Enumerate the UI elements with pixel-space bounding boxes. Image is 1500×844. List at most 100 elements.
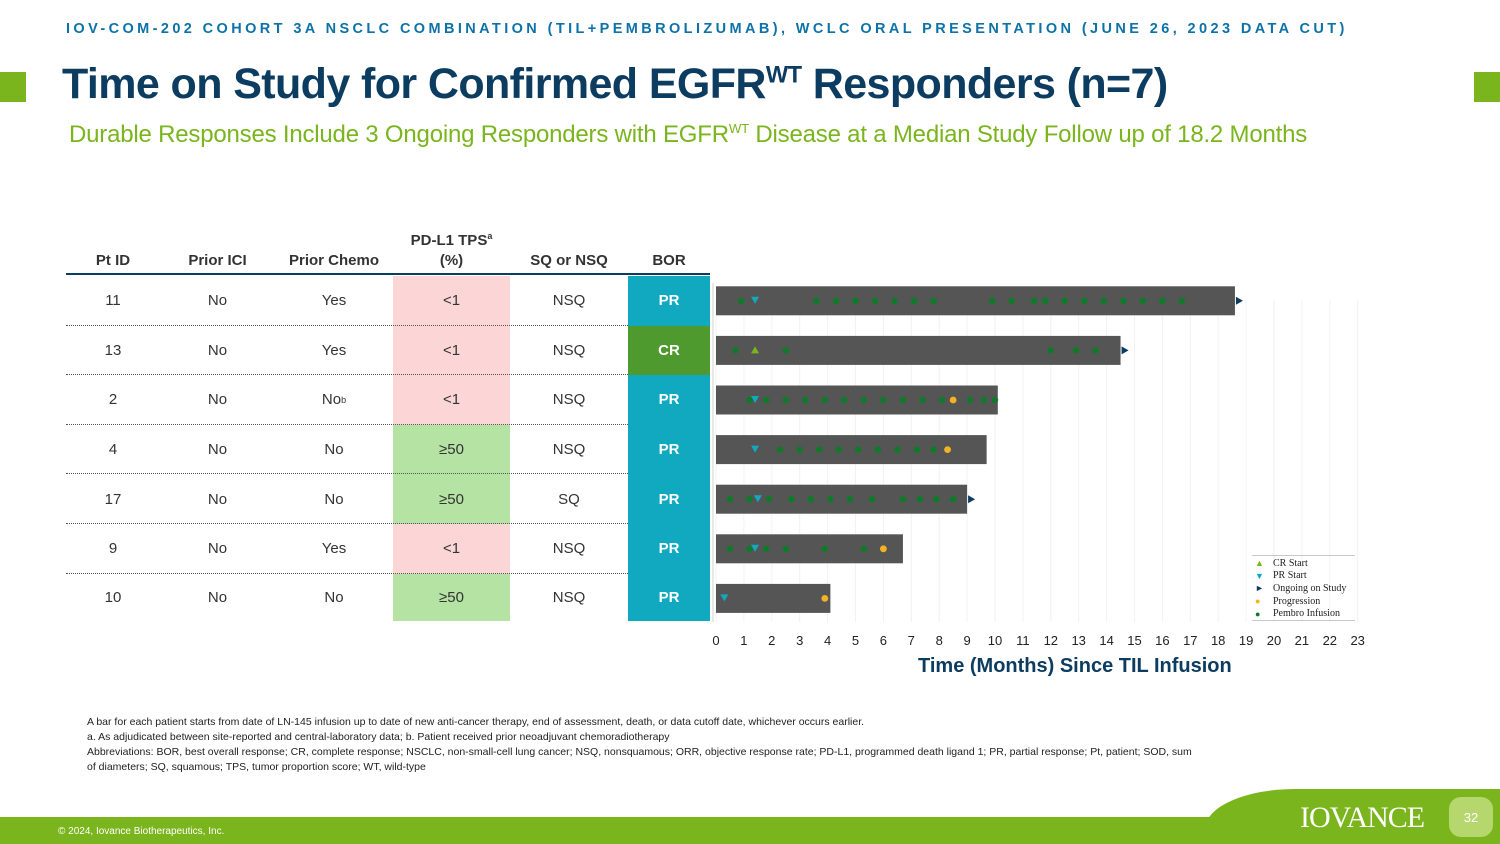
- cell-prior-chemo: No: [275, 574, 393, 622]
- pembro-infusion-point: [821, 396, 829, 404]
- pembro-infusion-point: [765, 496, 773, 503]
- pembro-infusion-point: [827, 496, 834, 503]
- slide-title: Time on Study for Confirmed EGFRWT Respo…: [62, 60, 1168, 108]
- pembro-infusion-point: [871, 297, 879, 304]
- cell-text: 11: [105, 292, 121, 310]
- row-separator: [66, 572, 628, 574]
- pembro-infusion-point: [869, 496, 876, 503]
- cell-bor: PR: [628, 524, 710, 574]
- legend-symbol-icon: ►: [1255, 583, 1264, 594]
- patient-bar-4: [716, 435, 987, 465]
- cell-text: Yes: [321, 292, 347, 310]
- cell-text: <1: [442, 341, 461, 359]
- cell-bor: PR: [628, 424, 710, 475]
- cell-prior-chemo: Yes: [275, 326, 393, 376]
- cell-text: Yes: [321, 341, 347, 359]
- cell-text: PR: [658, 540, 680, 558]
- pembro-infusion-point: [1047, 347, 1054, 354]
- cell-text: No: [324, 588, 344, 606]
- cell-pdl1: ≥50: [393, 573, 510, 622]
- x-tick-label: 16: [1155, 633, 1169, 648]
- pembro-infusion-point: [846, 496, 854, 503]
- x-tick-label: 6: [880, 633, 887, 648]
- pembro-infusion-point: [1159, 297, 1166, 304]
- x-tick-label: 9: [963, 633, 970, 648]
- pembro-infusion-point: [991, 396, 999, 404]
- pembro-infusion-point: [930, 446, 937, 453]
- cell-prior-chemo: Yes: [275, 276, 393, 326]
- footnote-abbreviations: Abbreviations: BOR, best overall respons…: [87, 746, 1192, 773]
- left-accent-bar: [0, 72, 26, 102]
- chart-legend: ▲ CR Start ▼ PR Start ► Ongoing on Study ● Prog…: [1252, 555, 1355, 621]
- pembro-infusion-point: [1178, 297, 1186, 304]
- pembro-infusion-point: [763, 545, 770, 552]
- x-axis-title: Time (Months) Since TIL Infusion: [918, 655, 1232, 677]
- cell-text: CR: [658, 341, 680, 359]
- patient-bar-9: [716, 534, 903, 564]
- cell-text: No: [324, 441, 344, 459]
- pembro-infusion-point: [821, 545, 829, 552]
- pembro-infusion-point: [841, 396, 848, 404]
- legend-label: Progression: [1273, 595, 1321, 607]
- legend-item: ● Progression: [1255, 595, 1355, 608]
- legend-label: Ongoing on Study: [1273, 582, 1347, 594]
- x-tick-label: 15: [1127, 633, 1141, 648]
- pembro-infusion-point: [894, 446, 901, 453]
- cell-text: No: [207, 588, 228, 606]
- pembro-infusion-point: [802, 396, 809, 404]
- pembro-infusion-point: [732, 347, 739, 354]
- cell-text: No: [207, 391, 228, 409]
- legend-item: ► Ongoing on Study: [1255, 582, 1355, 595]
- cell-bor: PR: [628, 375, 710, 425]
- cell-bor: PR: [628, 573, 710, 622]
- footnote-ab: a. As adjudicated between site-reported …: [87, 731, 670, 743]
- pembro-infusion-point: [832, 297, 840, 304]
- x-tick-label: 21: [1295, 633, 1309, 648]
- cell-prior-chemo: No: [275, 474, 393, 524]
- cell-bor: PR: [628, 474, 710, 524]
- cell-pt-id: 13: [66, 326, 160, 376]
- pr-start-marker: [753, 495, 762, 503]
- cell-prior-chemo: No: [275, 425, 393, 475]
- progression-point: [949, 396, 957, 404]
- header-pt-id: Pt ID: [95, 252, 131, 269]
- pembro-infusion-point: [1139, 297, 1147, 304]
- x-tick-label: 11: [1016, 633, 1030, 648]
- cell-prior-ici: No: [160, 276, 275, 326]
- pembro-infusion-point: [763, 396, 770, 404]
- x-tick-label: 23: [1350, 633, 1364, 648]
- header-prior-ici: Prior ICI: [188, 252, 247, 269]
- pembro-infusion-point: [1008, 297, 1015, 304]
- cell-pt-id: 10: [66, 574, 160, 622]
- x-tick-label: 0: [712, 633, 719, 648]
- pembro-infusion-point: [980, 396, 988, 404]
- cell-sq: NSQ: [510, 574, 628, 622]
- table-header-divider: [66, 273, 710, 275]
- pembro-infusion-point: [860, 396, 868, 404]
- presentation-header: IOV-COM-202 COHORT 3A NSCLC COMBINATION …: [66, 21, 1348, 37]
- cell-text: PR: [658, 292, 680, 310]
- cell-sq: NSQ: [510, 326, 628, 376]
- pembro-infusion-point: [796, 446, 803, 453]
- row-separator: [66, 324, 628, 326]
- pembro-infusion-point: [949, 496, 957, 503]
- cell-pt-id: 2: [66, 375, 160, 425]
- pr-start-marker: [751, 396, 760, 403]
- cell-text: No: [324, 490, 344, 508]
- cell-sq: NSQ: [510, 425, 628, 475]
- cell-text: 2: [108, 391, 118, 409]
- cell-text: ≥50: [439, 588, 464, 606]
- cell-prior-ici: No: [160, 425, 275, 475]
- cell-text: PR: [658, 588, 680, 606]
- iovance-logo: IOVANCE: [1300, 801, 1425, 834]
- pembro-infusion-point: [746, 396, 753, 404]
- ongoing-marker: [968, 495, 976, 504]
- cell-prior-ici: No: [160, 524, 275, 574]
- x-tick-label: 7: [908, 633, 915, 648]
- cell-text: PR: [658, 441, 680, 459]
- cell-text: No: [207, 341, 228, 359]
- cell-text: SQ: [558, 490, 580, 508]
- header-bor: BOR: [652, 252, 686, 269]
- pembro-infusion-point: [816, 446, 823, 453]
- pembro-infusion-point: [916, 496, 923, 503]
